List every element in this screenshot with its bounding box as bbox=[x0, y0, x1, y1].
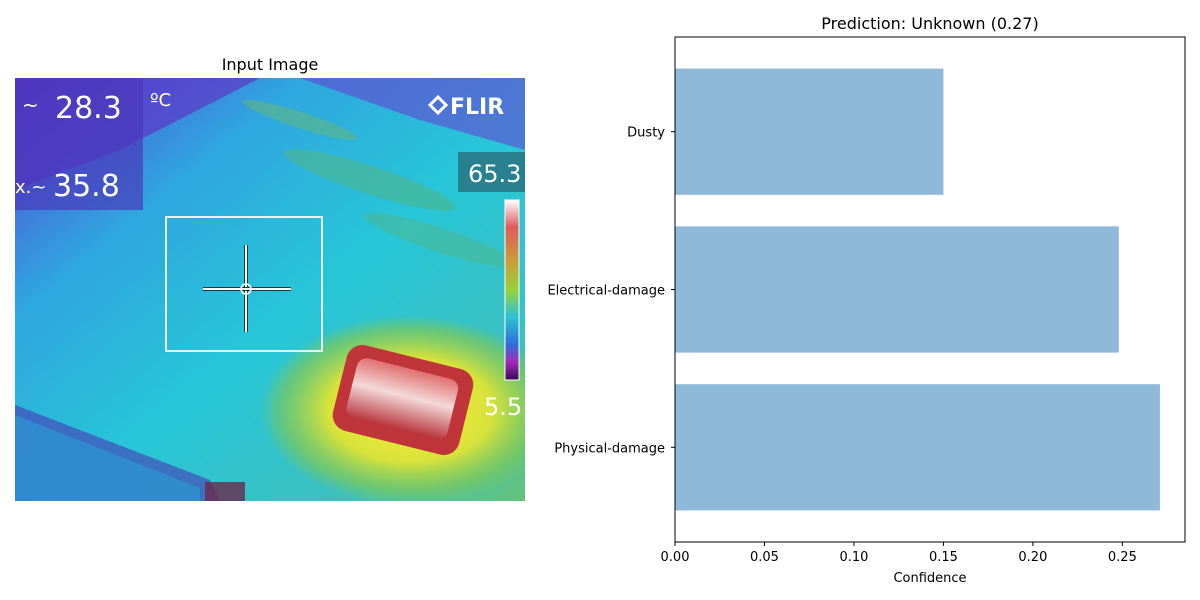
y-tick-label-dusty: Dusty bbox=[627, 126, 665, 141]
y-tick-label-electrical-damage: Electrical-damage bbox=[547, 284, 665, 299]
scale-min-value: 5.5 bbox=[484, 393, 522, 421]
flir-logo-icon bbox=[427, 94, 449, 116]
bar-dusty bbox=[675, 68, 944, 195]
x-tick-label: 0.10 bbox=[839, 550, 868, 565]
bar-physical-damage bbox=[675, 384, 1160, 511]
y-tick-label-physical-damage: Physical-damage bbox=[554, 441, 665, 456]
thermal-image: FLIR ~ 28.3 ºC x.~ 35.8 65.3 5.5 bbox=[15, 78, 525, 501]
input-image-title: Input Image bbox=[222, 55, 319, 74]
flir-brand: FLIR bbox=[450, 95, 504, 120]
readout-top-prefix: ~ bbox=[22, 93, 39, 117]
x-tick-labels: 0.00 0.05 0.10 0.15 0.20 0.25 bbox=[661, 542, 1137, 565]
axes-frame bbox=[674, 36, 1186, 543]
bars-group bbox=[675, 68, 1160, 511]
readout-unit: ºC bbox=[150, 90, 171, 111]
scale-max-value: 65.3 bbox=[468, 160, 521, 188]
x-axis-label: Confidence bbox=[893, 571, 966, 586]
x-tick-label: 0.20 bbox=[1018, 550, 1047, 565]
x-tick-label: 0.25 bbox=[1108, 550, 1137, 565]
readout-second: 35.8 bbox=[53, 169, 120, 204]
readout-second-prefix: x.~ bbox=[15, 177, 46, 198]
readout-top: 28.3 bbox=[55, 91, 122, 126]
chart-title: Prediction: Unknown (0.27) bbox=[821, 14, 1038, 33]
x-tick-label: 0.05 bbox=[750, 550, 779, 565]
x-tick-label: 0.15 bbox=[929, 550, 958, 565]
x-tick-label: 0.00 bbox=[661, 550, 690, 565]
y-tick-labels: Physical-damage Electrical-damage Dusty bbox=[547, 126, 675, 456]
bar-electrical-damage bbox=[675, 226, 1119, 353]
